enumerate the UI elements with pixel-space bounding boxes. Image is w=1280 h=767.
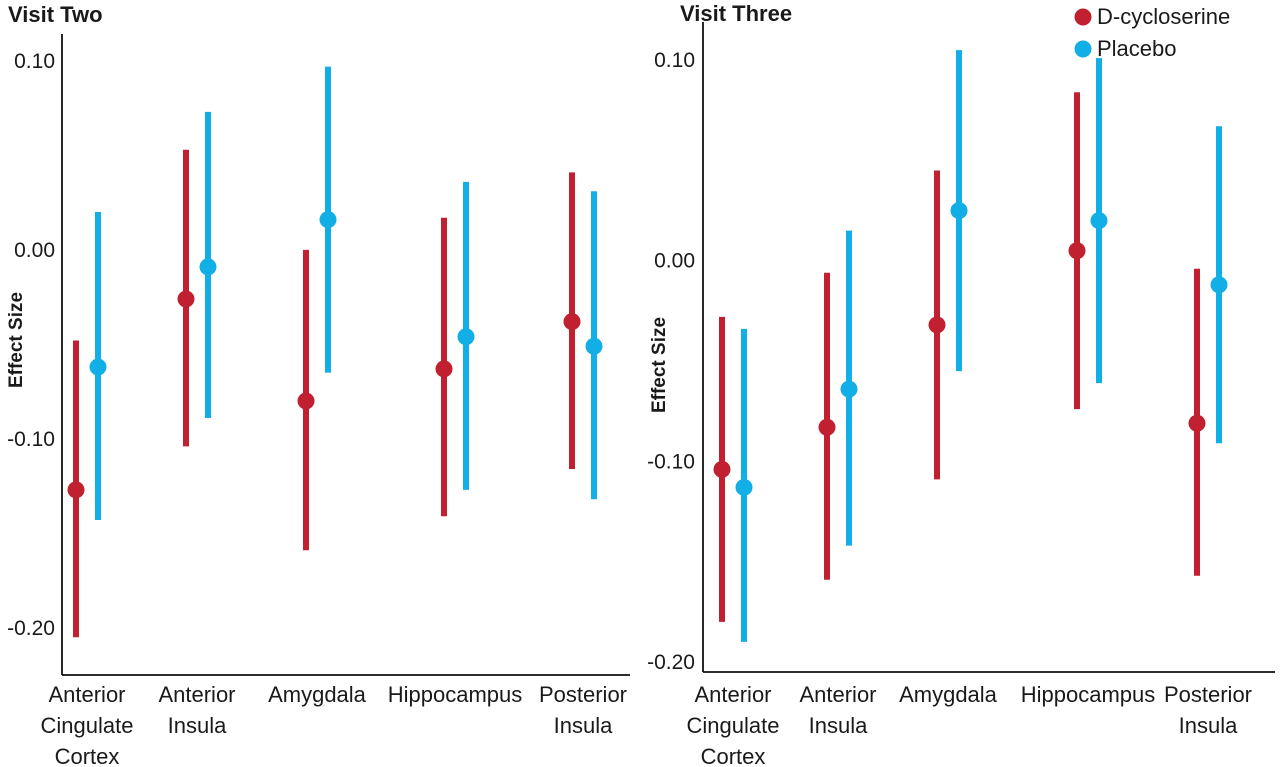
chart-title: Visit Two bbox=[8, 2, 103, 27]
y-tick-label: -0.20 bbox=[647, 651, 695, 674]
x-category-label-line: Posterior bbox=[1164, 682, 1252, 707]
point-d-cycloserine bbox=[435, 360, 453, 378]
x-category-label-line: Anterior bbox=[48, 682, 125, 707]
legend-item-label: Placebo bbox=[1097, 36, 1177, 61]
chart-panel-2: Visit Three 0.10 0.00 -0.10 -0.20 Effect Size… bbox=[647, 1, 1275, 767]
x-category-label: Posterior Insula bbox=[539, 682, 627, 738]
y-tick-label: 0.10 bbox=[654, 49, 695, 72]
x-category-label-line: Cortex bbox=[55, 744, 120, 767]
point-d-cycloserine bbox=[1068, 242, 1086, 260]
y-tick-label: -0.10 bbox=[7, 428, 55, 451]
point-d-cycloserine bbox=[563, 313, 581, 331]
chart-panel-1: Visit Two 0.10 0.00 -0.10 -0.20 Effect Size An… bbox=[6, 2, 630, 767]
x-category-label: Hippocampus bbox=[388, 682, 523, 707]
point-d-cycloserine bbox=[67, 481, 85, 499]
x-category-label-line: Anterior bbox=[799, 682, 876, 707]
x-category-label: Amygdala bbox=[899, 682, 998, 707]
x-category-label-line: Insula bbox=[168, 713, 227, 738]
x-category-label: Anterior Insula bbox=[158, 682, 235, 738]
point-d-cycloserine bbox=[1188, 414, 1206, 432]
point-d-cycloserine bbox=[928, 316, 946, 334]
x-category-label-line: Hippocampus bbox=[388, 682, 523, 707]
point-placebo bbox=[457, 328, 475, 346]
y-tick-label: 0.00 bbox=[654, 250, 695, 273]
point-placebo bbox=[1090, 212, 1108, 230]
chart-title: Visit Three bbox=[680, 1, 792, 26]
x-category-label-line: Insula bbox=[809, 713, 868, 738]
x-category-label-line: Cingulate bbox=[41, 713, 134, 738]
y-tick-label: -0.20 bbox=[7, 617, 55, 640]
x-category-label: Hippocampus bbox=[1021, 682, 1156, 707]
x-category-label-line: Insula bbox=[1179, 713, 1238, 738]
x-category-label: Amygdala bbox=[268, 682, 367, 707]
x-category-label-line: Amygdala bbox=[899, 682, 998, 707]
y-tick-label: 0.00 bbox=[14, 239, 55, 262]
point-placebo bbox=[319, 211, 337, 229]
point-d-cycloserine bbox=[713, 460, 731, 478]
x-category-label: Posterior Insula bbox=[1164, 682, 1252, 738]
point-placebo bbox=[585, 337, 603, 355]
point-placebo bbox=[840, 380, 858, 398]
x-category-label-line: Cingulate bbox=[687, 713, 780, 738]
y-axis-label: Effect Size bbox=[649, 317, 670, 413]
legend-marker bbox=[1074, 40, 1092, 58]
legend-marker bbox=[1074, 8, 1092, 26]
x-category-label: Anterior Cingulate Cortex bbox=[687, 682, 780, 767]
x-category-label-line: Hippocampus bbox=[1021, 682, 1156, 707]
point-placebo bbox=[199, 258, 217, 276]
point-placebo bbox=[735, 478, 753, 496]
x-category-label: Anterior Cingulate Cortex bbox=[41, 682, 134, 767]
x-category-label-line: Insula bbox=[554, 713, 613, 738]
point-placebo bbox=[89, 358, 107, 376]
x-category-label-line: Cortex bbox=[701, 744, 766, 767]
x-category-label-line: Amygdala bbox=[268, 682, 367, 707]
legend-item-label: D-cycloserine bbox=[1097, 4, 1230, 29]
point-d-cycloserine bbox=[818, 418, 836, 436]
x-category-label-line: Anterior bbox=[158, 682, 235, 707]
y-axis-label: Effect Size bbox=[6, 292, 27, 388]
x-category-label-line: Anterior bbox=[694, 682, 771, 707]
y-tick-label: 0.10 bbox=[14, 50, 55, 73]
x-category-label: Anterior Insula bbox=[799, 682, 876, 738]
point-d-cycloserine bbox=[297, 392, 315, 410]
point-d-cycloserine bbox=[177, 290, 195, 308]
point-placebo bbox=[950, 202, 968, 220]
point-placebo bbox=[1210, 276, 1228, 294]
x-category-label-line: Posterior bbox=[539, 682, 627, 707]
legend: D-cycloserine Placebo bbox=[1074, 4, 1230, 61]
y-tick-label: -0.10 bbox=[647, 450, 695, 473]
